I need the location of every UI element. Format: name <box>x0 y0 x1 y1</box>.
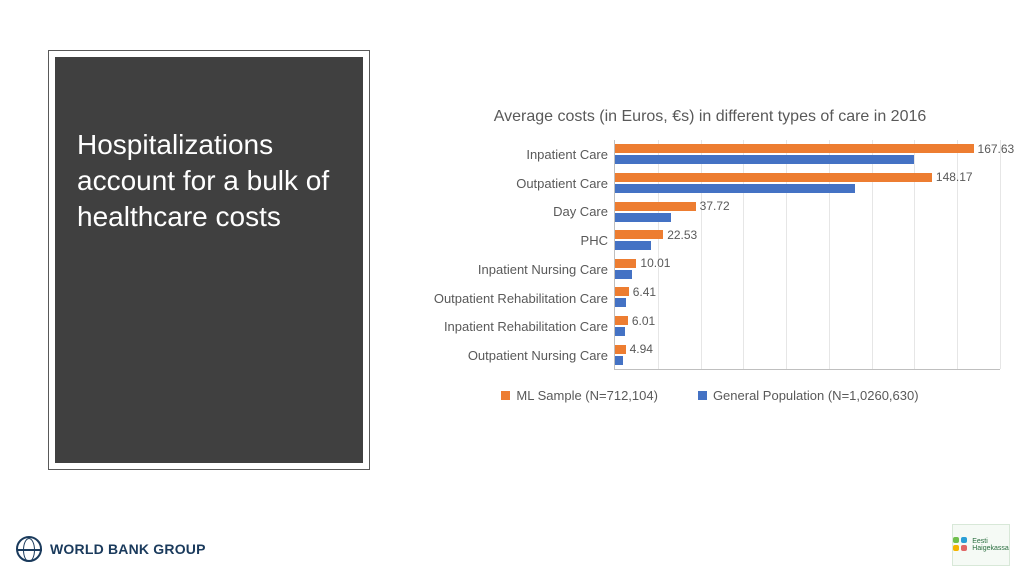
chart-legend: ML Sample (N=712,104) General Population … <box>420 388 1000 403</box>
chart-bar: 10.01 <box>615 259 636 268</box>
chart-bar: 6.41 <box>615 287 629 296</box>
legend-swatch <box>501 391 510 400</box>
chart-bar-group: 10.01 <box>615 255 1000 284</box>
chart-bar-group: 4.94 <box>615 340 1000 369</box>
footer-left-logo: WORLD BANK GROUP <box>16 536 206 562</box>
chart-bar: 6.01 <box>615 316 628 325</box>
chart-title: Average costs (in Euros, €s) in differen… <box>420 108 1000 126</box>
chart-value-label: 4.94 <box>630 342 653 356</box>
chart-bar-group: 6.41 <box>615 283 1000 312</box>
chart-bar: 22.53 <box>615 230 663 239</box>
chart-body: Inpatient CareOutpatient CareDay CarePHC… <box>420 140 1000 370</box>
chart-value-label: 22.53 <box>667 228 697 242</box>
chart-bar: 148.17 <box>615 173 932 182</box>
chart-y-labels: Inpatient CareOutpatient CareDay CarePHC… <box>420 140 614 370</box>
legend-label: General Population (N=1,0260,630) <box>713 388 919 403</box>
chart-bar: 4.94 <box>615 345 626 354</box>
chart-bar <box>615 213 671 222</box>
chart-bar: 167.63 <box>615 144 974 153</box>
chart-bar <box>615 327 625 336</box>
chart-value-label: 167.63 <box>978 142 1015 156</box>
chart-bar-group: 6.01 <box>615 312 1000 341</box>
chart-value-label: 148.17 <box>936 170 973 184</box>
chart-bar-group: 148.17 <box>615 169 1000 198</box>
worldbank-label: WORLD BANK GROUP <box>50 541 206 557</box>
chart-category-label: Outpatient Nursing Care <box>420 341 608 370</box>
sidebar-title: Hospitalizations account for a bulk of h… <box>77 127 341 234</box>
globe-icon <box>16 536 42 562</box>
chart-value-label: 6.01 <box>632 314 655 328</box>
chart-bar-group: 167.63 <box>615 140 1000 169</box>
sidebar-panel: Hospitalizations account for a bulk of h… <box>48 50 370 470</box>
chart-bar <box>615 270 632 279</box>
chart-value-label: 37.72 <box>700 199 730 213</box>
chart-bar <box>615 241 651 250</box>
chart-category-label: Inpatient Care <box>420 140 608 169</box>
chart-gridline <box>1000 140 1001 369</box>
chart-bar-group: 22.53 <box>615 226 1000 255</box>
chart-bar <box>615 356 623 365</box>
eesti-logo: Eesti Haigekassa <box>953 537 1009 553</box>
chart-bar: 37.72 <box>615 202 696 211</box>
chart-category-label: Inpatient Nursing Care <box>420 255 608 284</box>
chart-bar <box>615 155 914 164</box>
chart-category-label: Inpatient Rehabilitation Care <box>420 313 608 342</box>
cost-chart: Average costs (in Euros, €s) in differen… <box>420 108 1000 403</box>
legend-item: ML Sample (N=712,104) <box>501 388 658 403</box>
legend-label: ML Sample (N=712,104) <box>516 388 658 403</box>
chart-value-label: 10.01 <box>640 256 670 270</box>
chart-bar-group: 37.72 <box>615 197 1000 226</box>
chart-bar <box>615 298 626 307</box>
chart-category-label: Outpatient Care <box>420 169 608 198</box>
chart-category-label: PHC <box>420 226 608 255</box>
chart-plot-area: 167.63 148.17 37.72 22.53 10.01 6.41 6.01 4.94 <box>614 140 1000 370</box>
sidebar-inner: Hospitalizations account for a bulk of h… <box>55 57 363 463</box>
chart-value-label: 6.41 <box>633 285 656 299</box>
legend-item: General Population (N=1,0260,630) <box>698 388 919 403</box>
footer-right-logo: Eesti Haigekassa <box>952 524 1010 566</box>
legend-swatch <box>698 391 707 400</box>
chart-category-label: Outpatient Rehabilitation Care <box>420 284 608 313</box>
eesti-text: Eesti Haigekassa <box>972 538 1009 552</box>
chart-bar <box>615 184 855 193</box>
eesti-icon <box>953 537 969 553</box>
chart-category-label: Day Care <box>420 198 608 227</box>
